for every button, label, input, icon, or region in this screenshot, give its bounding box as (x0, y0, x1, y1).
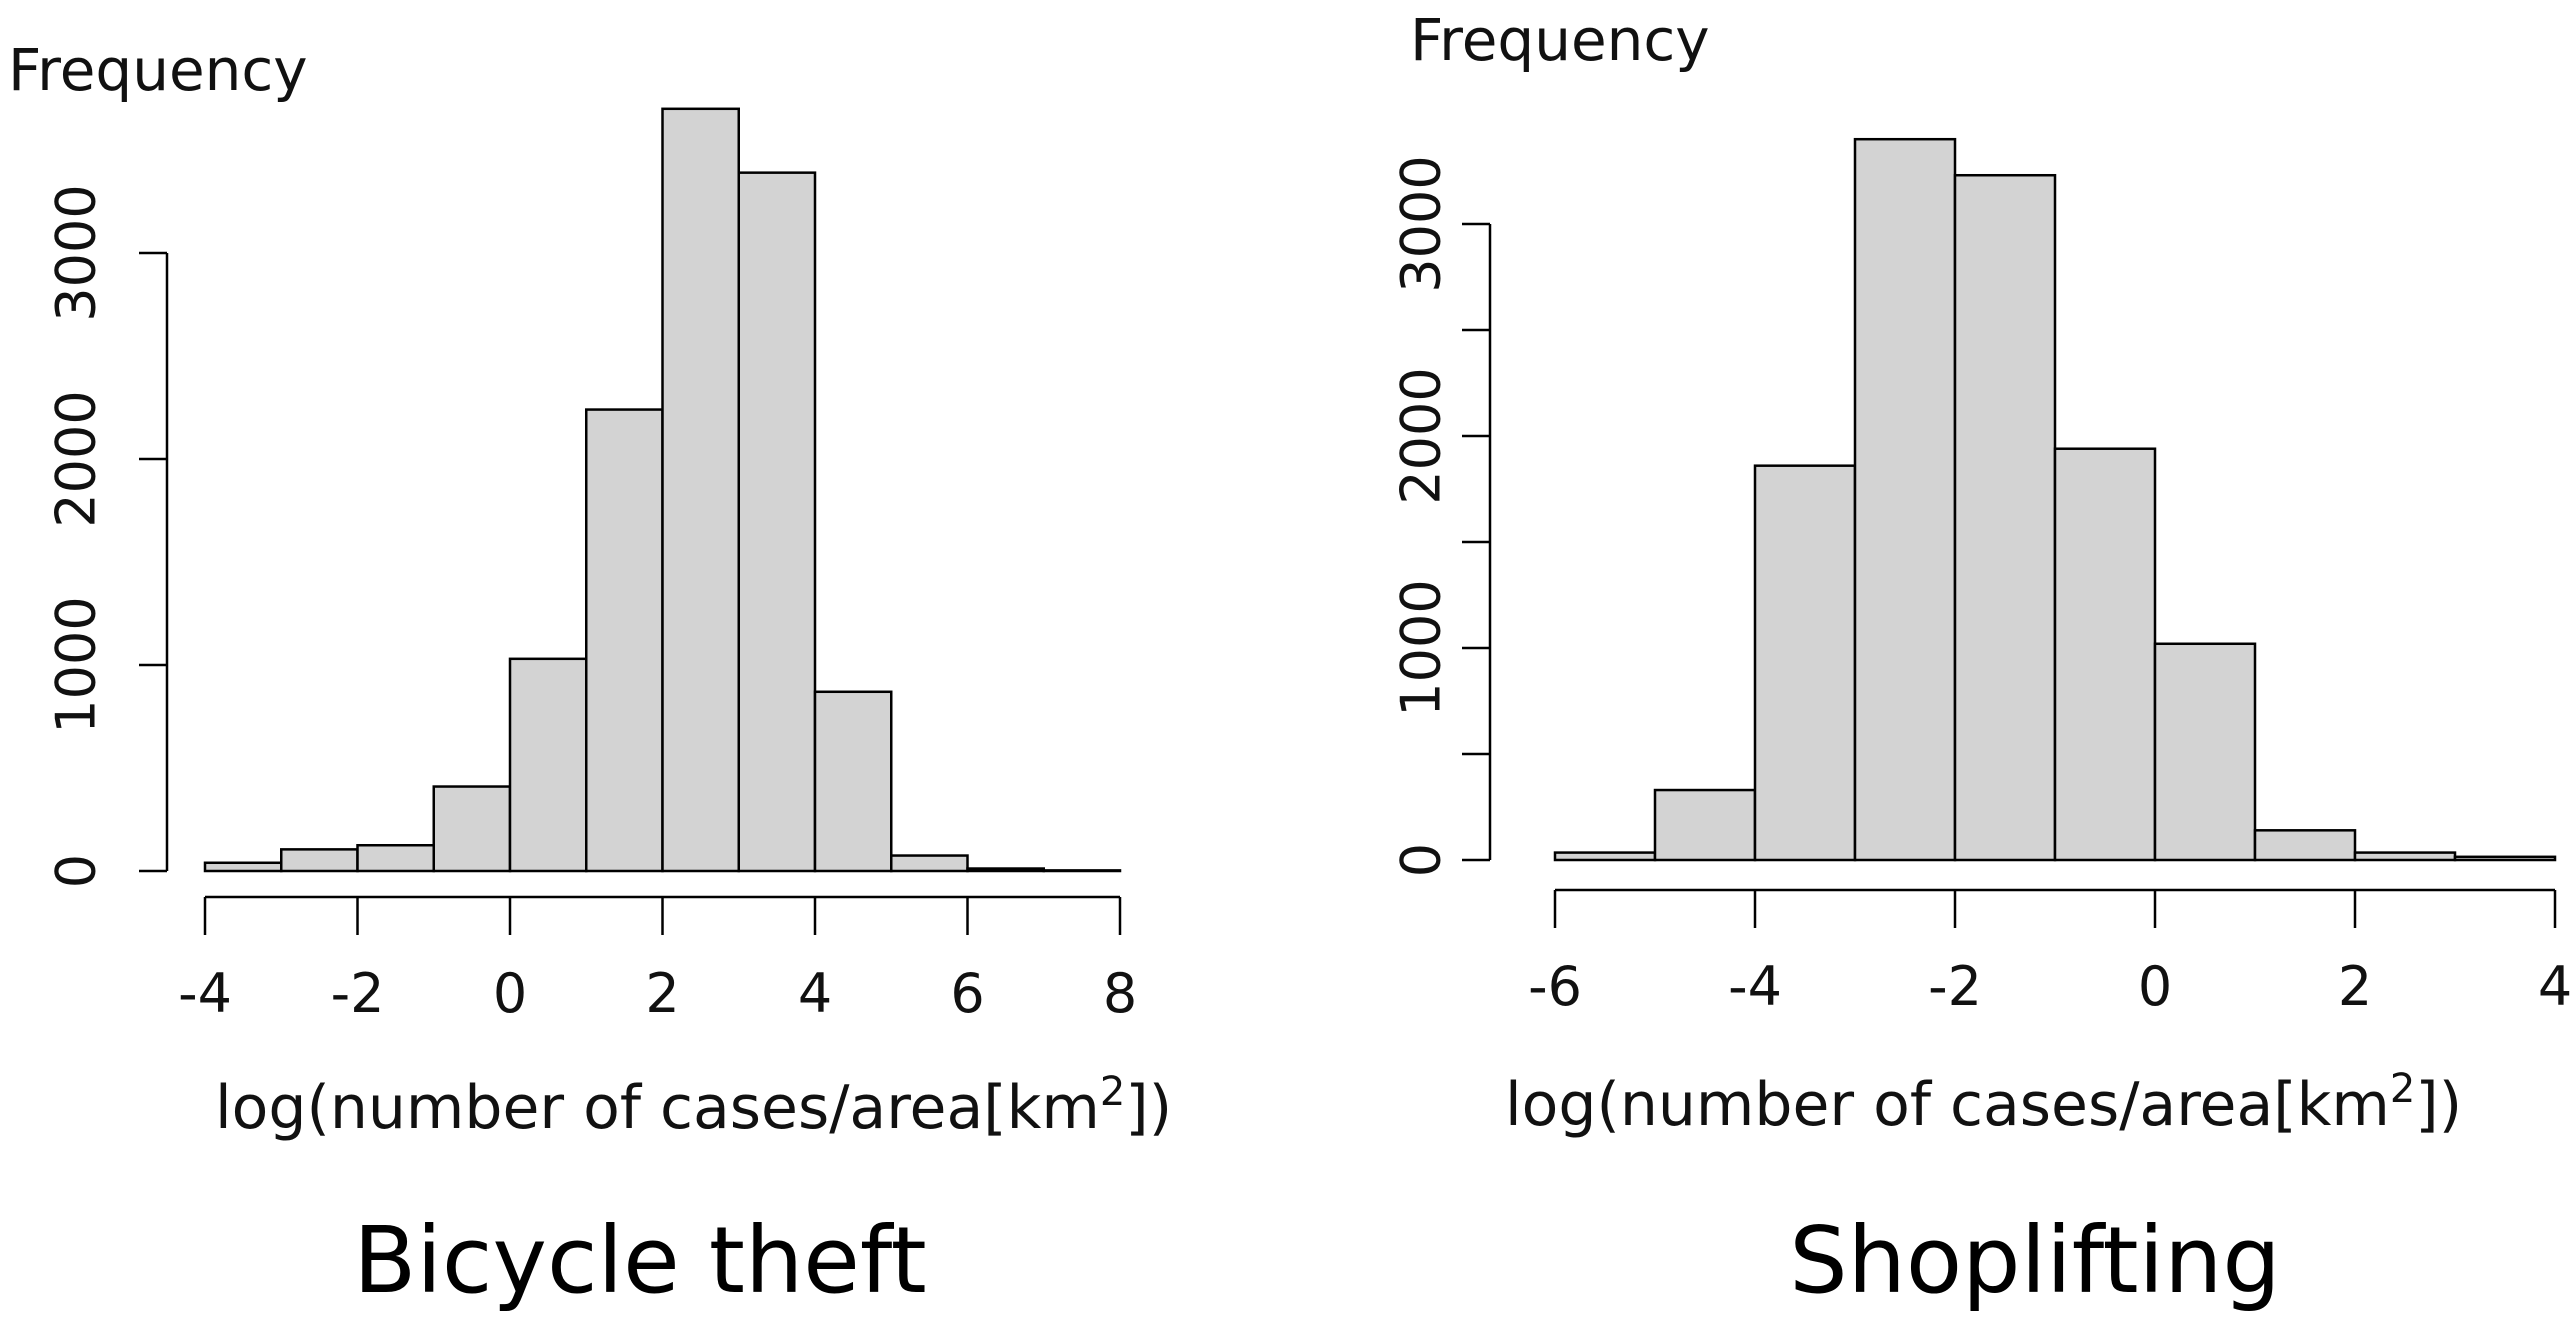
bars (1553, 137, 2557, 862)
y-axis-label: Frequency (8, 36, 308, 104)
chart-bicycle-theft: Frequency 0 1000 2000 3000 -4 -2 0 2 4 6 8 log(nu… (8, 36, 1172, 1314)
histogram-bar (737, 171, 817, 873)
x-tick-label: 8 (1103, 962, 1137, 1025)
y-tick-label: 2000 (1390, 367, 1453, 504)
x-tick-label: 6 (950, 962, 984, 1025)
histogram-bar (890, 854, 969, 873)
histogram-bar (1753, 464, 1857, 862)
bars (203, 107, 1122, 873)
histogram-bar (508, 657, 588, 873)
chart-title: Shoplifting (1789, 1207, 2281, 1314)
y-tick-label: 0 (45, 854, 108, 888)
y-tick-label: 0 (1390, 843, 1453, 877)
histogram-bar (2453, 855, 2557, 862)
chart-title: Bicycle theft (353, 1207, 927, 1314)
histogram-bar (2153, 642, 2257, 862)
histogram-bar (966, 867, 1045, 873)
histogram-bar (1653, 788, 1757, 862)
x-tick-label: 0 (2138, 955, 2172, 1018)
x-tick-label: 4 (798, 962, 832, 1025)
y-axis-label: Frequency (1410, 6, 1710, 74)
y-axis: 0 1000 2000 3000 (1390, 155, 1492, 877)
histogram-bar (280, 848, 359, 873)
x-axis-label: log(number of cases/area[km2]) (215, 1069, 1172, 1143)
y-tick-label: 3000 (1390, 155, 1453, 292)
histogram-bar (813, 690, 893, 873)
histogram-bar (585, 408, 664, 873)
histogram-bar (356, 844, 435, 873)
y-tick-label: 1000 (45, 596, 108, 733)
x-tick-label: 0 (493, 962, 527, 1025)
x-tick-label: -4 (1728, 955, 1782, 1018)
chart-shoplifting: Frequency 0 1000 2000 3000 -6 -4 -2 0 2 4 log(nu… (1390, 6, 2571, 1314)
x-tick-label: 2 (645, 962, 679, 1025)
histogram-bar (203, 861, 283, 873)
x-axis-label: log(number of cases/area[km2]) (1505, 1066, 2462, 1140)
histogram-bar (661, 107, 740, 873)
histogram-bar (432, 785, 512, 873)
x-tick-label: -6 (1528, 955, 1582, 1018)
x-tick-label: -2 (1928, 955, 1982, 1018)
x-tick-label: 2 (2338, 955, 2372, 1018)
histogram-bar (2353, 851, 2457, 862)
histogram-bar (1042, 869, 1122, 873)
histogram-bar (1853, 137, 1957, 862)
histogram-bar (1953, 173, 2057, 862)
y-tick-label: 1000 (1390, 579, 1453, 716)
histogram-bar (2253, 829, 2357, 862)
x-tick-label: -2 (331, 962, 385, 1025)
x-tick-label: 4 (2538, 955, 2571, 1018)
x-axis: -4 -2 0 2 4 6 8 (178, 895, 1137, 1025)
y-tick-label: 2000 (45, 390, 108, 527)
histogram-bar (2053, 447, 2157, 862)
x-tick-label: -4 (178, 962, 232, 1025)
y-axis: 0 1000 2000 3000 (45, 184, 169, 888)
y-tick-label: 3000 (45, 184, 108, 321)
histogram-bar (1553, 851, 1657, 862)
x-axis: -6 -4 -2 0 2 4 (1528, 888, 2571, 1018)
